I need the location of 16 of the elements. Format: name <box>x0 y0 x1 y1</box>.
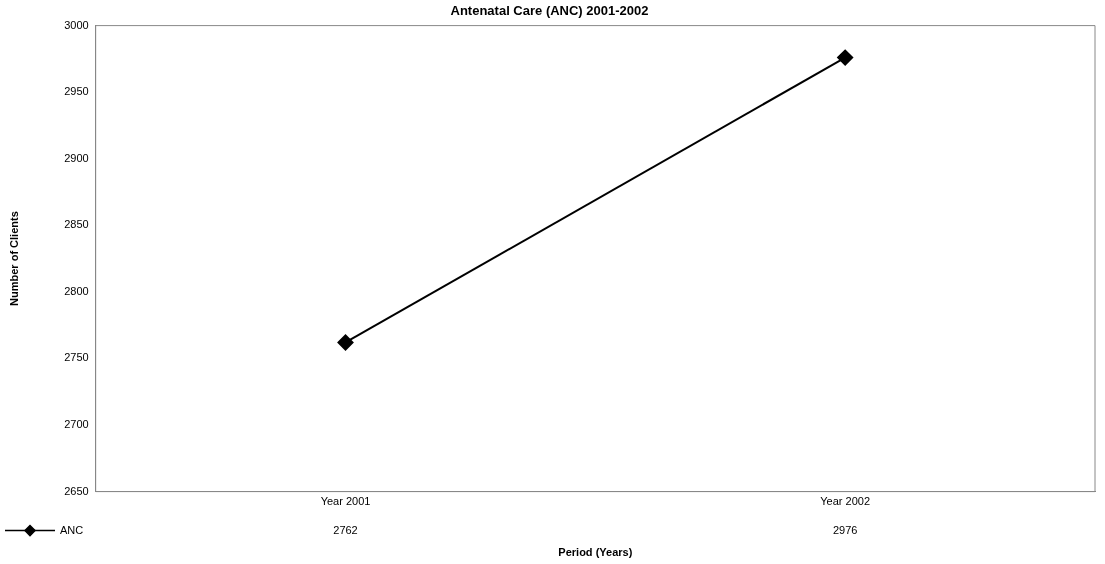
x-tick-label: Year 2002 <box>820 495 871 508</box>
data-label: 2976 <box>832 523 858 536</box>
y-tick-label: 2650 <box>64 484 89 497</box>
y-tick-label: 2700 <box>64 418 89 431</box>
y-tick-label: 2800 <box>64 284 89 297</box>
y-axis-title: Number of Clients <box>7 211 20 306</box>
y-tick-label: 2850 <box>64 218 89 231</box>
data-label: 2762 <box>333 523 358 536</box>
y-tick-label: 3000 <box>64 18 89 31</box>
y-tick-label: 2950 <box>64 85 89 98</box>
chart-title: Antenatal Care (ANC) 2001-2002 <box>450 3 649 19</box>
y-tick-label: 2750 <box>64 351 89 364</box>
y-tick-label: 2900 <box>64 151 89 164</box>
legend-label: ANC <box>60 523 84 536</box>
x-tick-label: Year 2001 <box>320 495 371 508</box>
x-axis-title: Period (Years) <box>558 546 633 559</box>
